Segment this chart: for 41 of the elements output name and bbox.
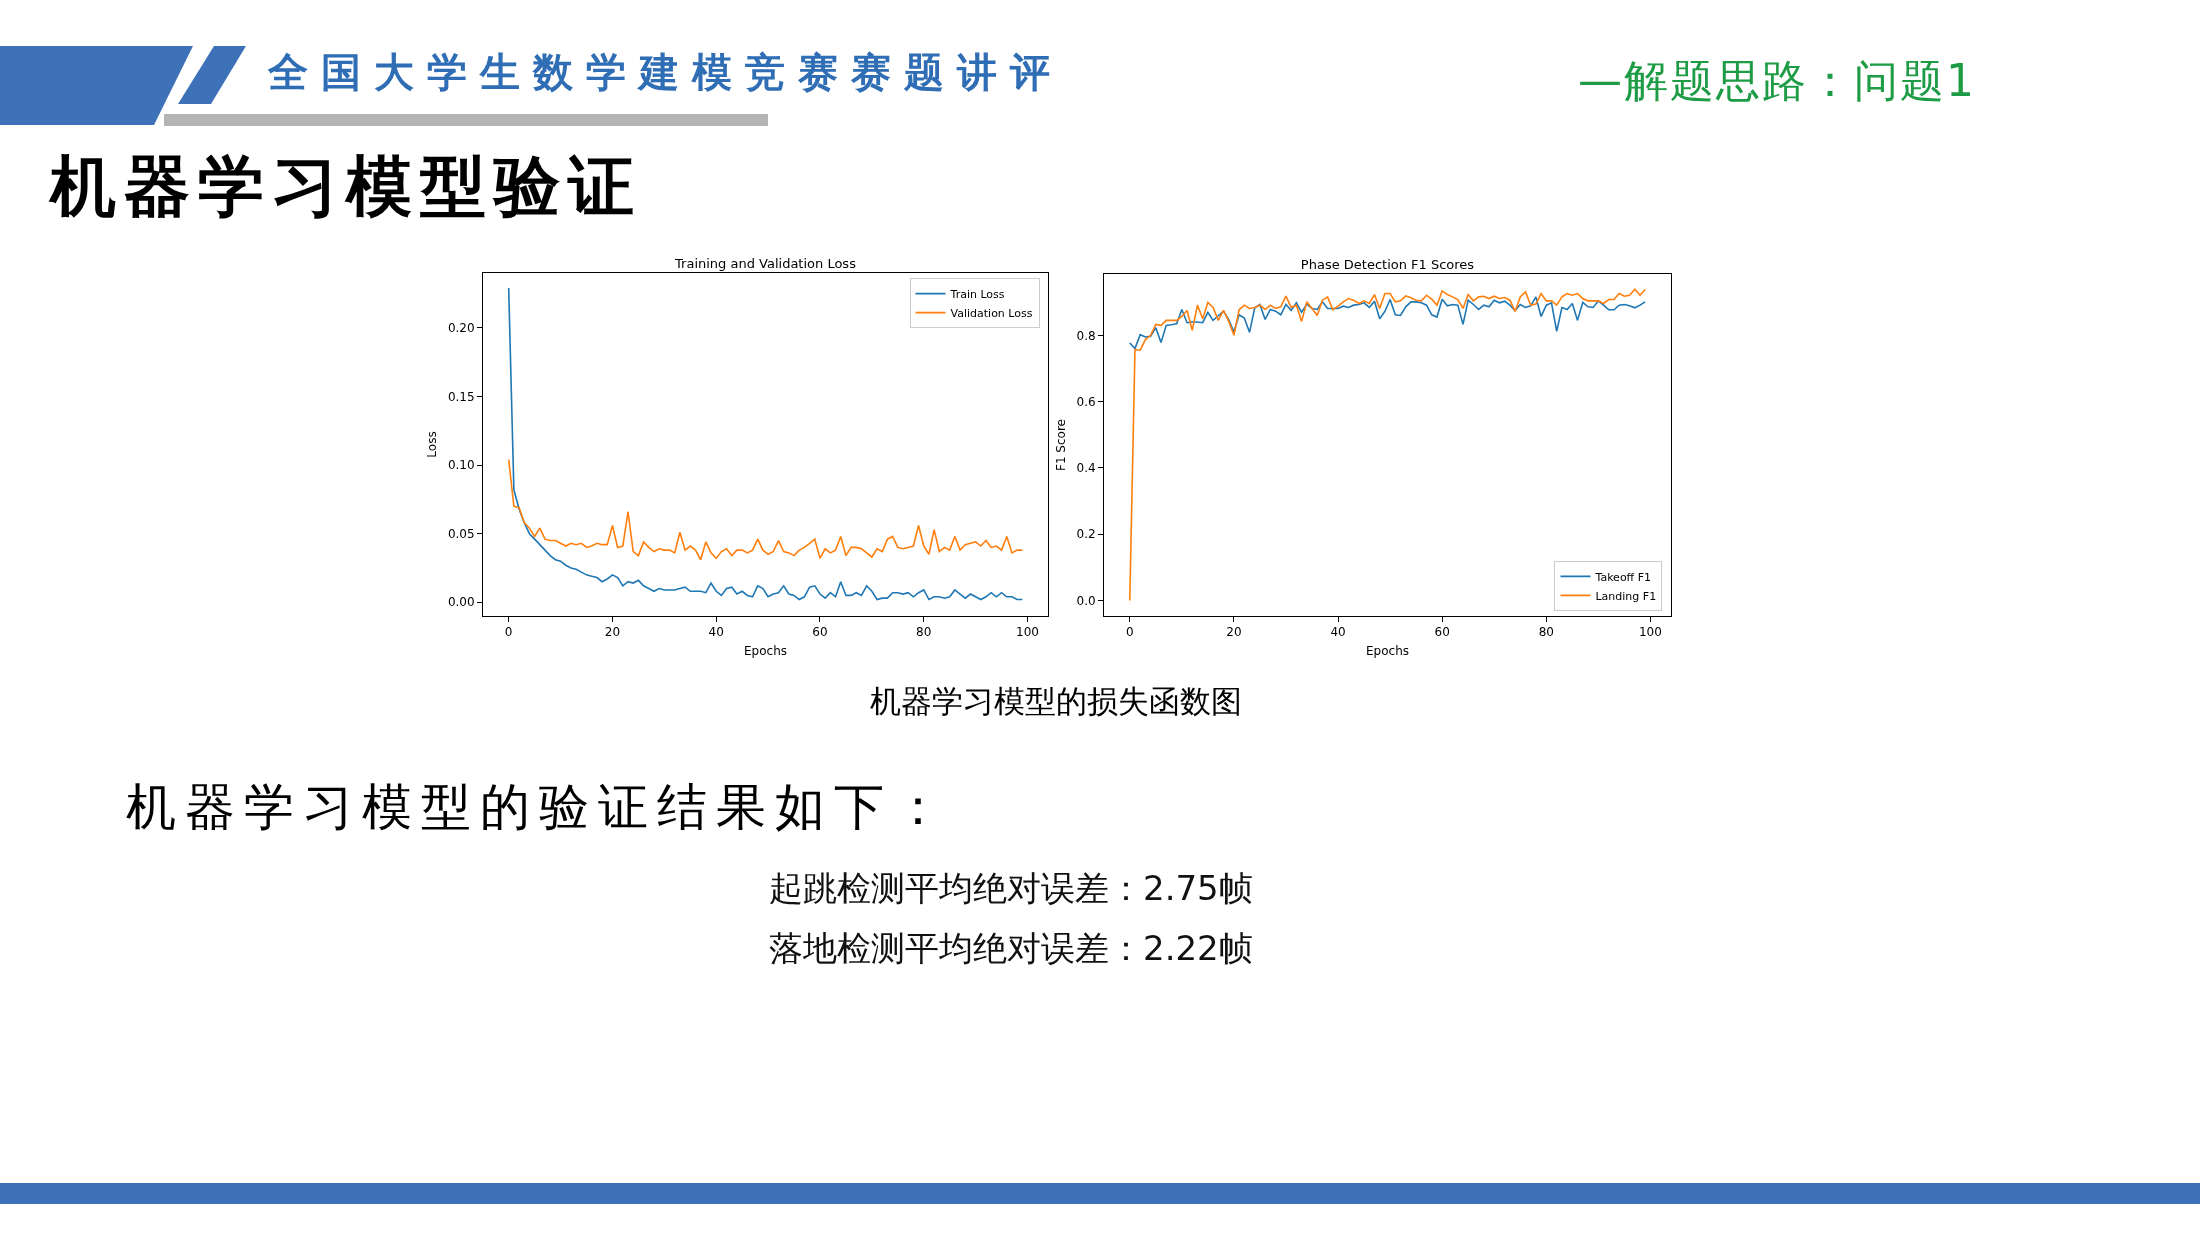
x-tick-label: 40 (1330, 625, 1346, 640)
y-tick-label: 0.00 (447, 595, 475, 610)
x-tick-label: 0 (504, 625, 513, 640)
y-tick-label: 0.6 (1076, 394, 1096, 409)
text: 机器学习模型的损失函数图 (870, 683, 1242, 719)
x-tick-label: 100 (1638, 625, 1662, 640)
y-tick-label: 0.10 (447, 458, 475, 473)
legend-label: Train Loss (949, 287, 1005, 301)
chart-title: Training and Validation Loss (674, 256, 857, 271)
x-axis-title: Epochs (1366, 644, 1409, 659)
x-tick-label: 80 (1538, 625, 1554, 640)
x-tick-label: 40 (708, 625, 724, 640)
x-tick-label: 100 (1016, 625, 1039, 640)
text: 全国大学生数学建模竞赛赛题讲评 (268, 48, 1063, 95)
y-axis-title: Loss (425, 431, 440, 458)
legend-label: Landing F1 (1595, 589, 1657, 603)
line-series (507, 458, 1024, 561)
x-axis-title: Epochs (744, 644, 787, 659)
y-axis-title: F1 Score (1053, 419, 1068, 471)
x-tick-label: 20 (604, 625, 621, 640)
legend-label: Validation Loss (950, 306, 1033, 320)
x-tick-label: 60 (1434, 625, 1450, 640)
text: —解题思路：问题1 (1578, 55, 1976, 106)
y-tick-label: 0.8 (1076, 328, 1096, 343)
text: 落地检测平均绝对误差：2.22帧 (769, 928, 1253, 968)
legend-label: Takeoff F1 (1594, 570, 1652, 584)
text: 机器学习模型的验证结果如下： (126, 778, 952, 836)
y-tick-label: 0.05 (447, 526, 475, 541)
y-tick-label: 0.15 (447, 389, 475, 404)
chart-title: Phase Detection F1 Scores (1300, 257, 1475, 272)
y-tick-label: 0.0 (1076, 593, 1096, 608)
text: 起跳检测平均绝对误差：2.75帧 (769, 868, 1253, 908)
x-tick-label: 80 (916, 625, 932, 640)
y-tick-label: 0.4 (1076, 461, 1096, 476)
x-tick-label: 0 (1125, 625, 1134, 640)
x-tick-label: 20 (1226, 625, 1242, 640)
y-tick-label: 0.20 (447, 321, 475, 336)
x-tick-label: 60 (812, 625, 828, 640)
y-tick-label: 0.2 (1076, 527, 1096, 542)
text: 机器学习模型验证 (50, 147, 642, 225)
line-series (1128, 296, 1647, 350)
